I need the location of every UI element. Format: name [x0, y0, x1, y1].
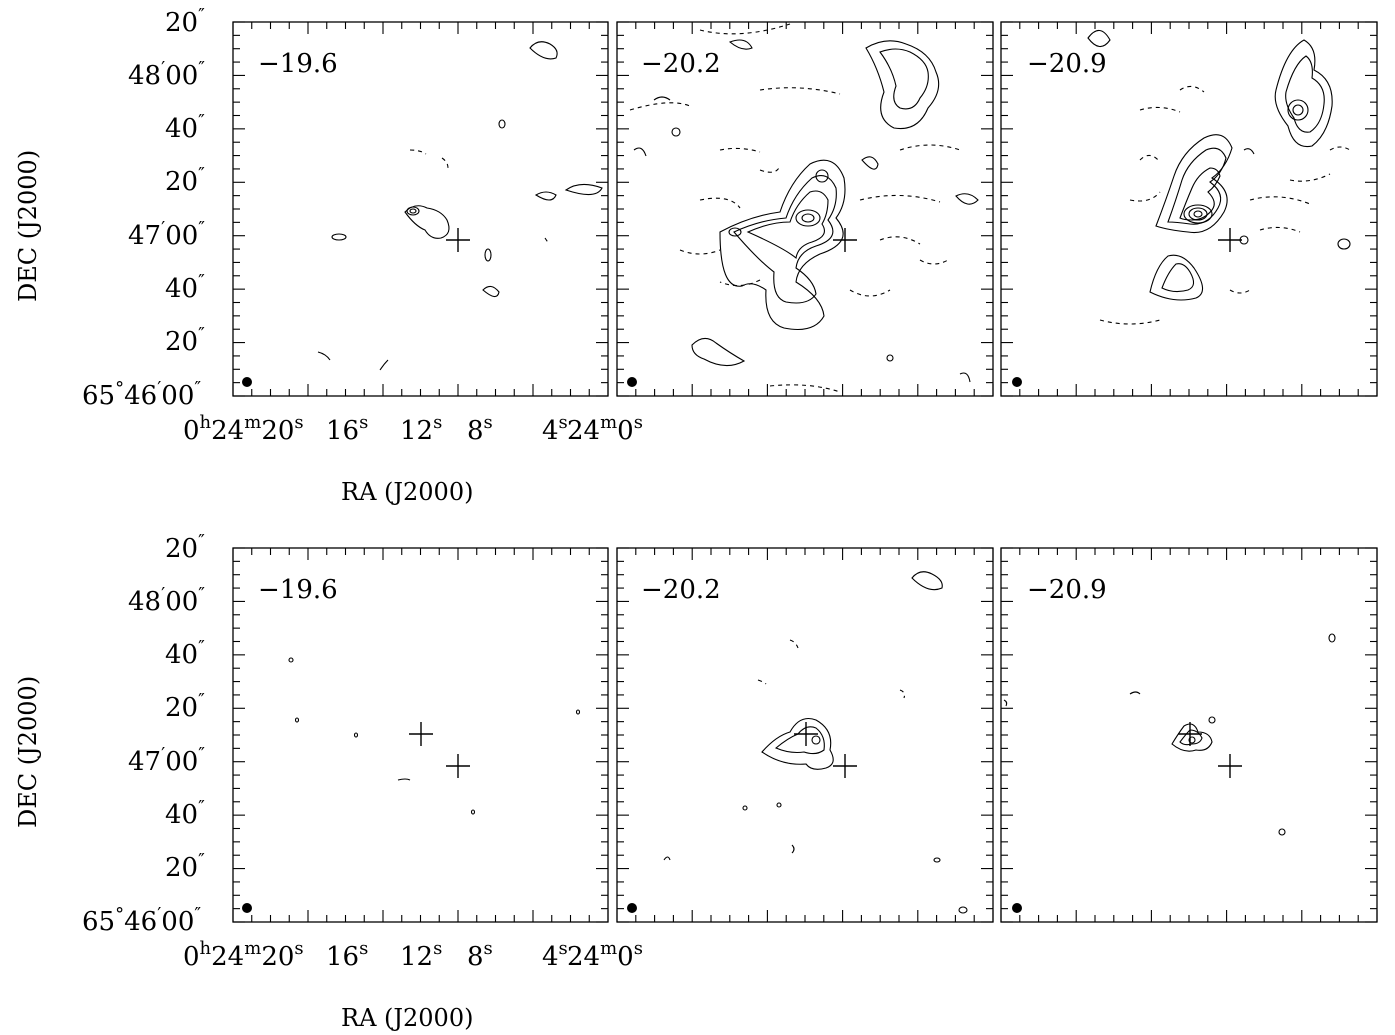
beam-bottom-1	[242, 903, 252, 913]
x-tick-label-top-0h24m20s: 0h24m20s	[183, 412, 304, 446]
beam-bottom-2	[627, 903, 637, 913]
top-row: −19.6 −20.2 −20.9	[14, 5, 1378, 506]
x-tick-label-bottom-24m0s: 24m0s	[567, 938, 643, 972]
y-axis-title-bottom: DEC (J2000)	[14, 676, 42, 828]
source-marker-bottom-1b	[446, 754, 470, 778]
source-marker-bottom-3b	[1218, 754, 1242, 778]
y-tick-label-bottom-20-upper: 20″	[165, 531, 205, 564]
x-tick-label-top-8s: 8s	[467, 412, 493, 446]
contours-bottom-2	[663, 571, 968, 914]
contours-top-2	[629, 23, 979, 393]
y-tick-label-top-20-upper: 20″	[165, 5, 205, 38]
x-tick-label-bottom-16s: 16s	[326, 938, 368, 972]
source-marker-top-1	[446, 228, 470, 252]
y-tick-label-bottom-40: 40″	[165, 637, 205, 670]
x-tick-label-top-24m0s: 24m0s	[567, 412, 643, 446]
y-axis-title-top: DEC (J2000)	[14, 150, 42, 302]
channel-label-top-3: −20.9	[1027, 49, 1107, 79]
y-tick-label-top-40: 40″	[165, 111, 205, 144]
x-tick-label-top-16s: 16s	[326, 412, 368, 446]
y-tick-label-top-40-lower: 40″	[165, 271, 205, 304]
y-tick-labels-top: 20″ 48′00″ 40″ 20″ 47′00″ 40″ 20″ 65°46′…	[82, 5, 205, 411]
x-tick-label-top-4s: 4s	[542, 412, 568, 446]
x-tick-label-bottom-12s: 12s	[400, 938, 442, 972]
x-tick-label-bottom-8s: 8s	[467, 938, 493, 972]
y-tick-label-bottom-20-mid: 20″	[165, 690, 205, 723]
x-tick-label-top-12s: 12s	[400, 412, 442, 446]
x-tick-label-bottom-4s: 4s	[542, 938, 568, 972]
y-tick-label-bottom-40-lower: 40″	[165, 797, 205, 830]
y-tick-labels-bottom: 20″ 48′00″ 40″ 20″ 47′00″ 40″ 20″ 65°46′…	[82, 531, 205, 937]
channel-label-top-1: −19.6	[258, 49, 338, 79]
axis-ticks-bottom	[232, 547, 1378, 923]
contours-top-3	[1087, 29, 1351, 325]
x-tick-labels-bottom: 0h24m20s 16s 12s 8s 4s 24m0s	[183, 938, 643, 972]
y-tick-label-top-20-mid: 20″	[165, 164, 205, 197]
x-tick-label-bottom-0h24m20s: 0h24m20s	[183, 938, 304, 972]
source-marker-top-2	[833, 228, 857, 252]
beam-bottom-3	[1012, 903, 1022, 913]
channel-label-bottom-1: −19.6	[258, 575, 338, 605]
y-tick-label-bottom-47-00: 47′00″	[128, 744, 205, 777]
contours-top-1	[317, 41, 603, 371]
contours-bottom-1	[288, 657, 581, 815]
y-tick-label-bottom-20-lower: 20″	[165, 850, 205, 883]
x-axis-title-bottom: RA (J2000)	[341, 1004, 473, 1032]
source-marker-top-3	[1218, 228, 1242, 252]
y-tick-label-top-65-46-00: 65°46′00″	[82, 378, 201, 411]
y-tick-label-top-48-00: 48′00″	[128, 58, 205, 91]
axis-ticks-top	[232, 21, 1378, 397]
channel-label-bottom-3: −20.9	[1027, 575, 1107, 605]
contours-bottom-3	[1003, 633, 1336, 836]
x-tick-labels-top: 0h24m20s 16s 12s 8s 4s 24m0s	[183, 412, 643, 446]
source-marker-bottom-1a	[409, 722, 433, 746]
channel-label-bottom-2: −20.2	[641, 575, 721, 605]
channel-label-top-2: −20.2	[641, 49, 721, 79]
y-tick-label-top-20-lower: 20″	[165, 324, 205, 357]
beam-top-2	[627, 377, 637, 387]
x-axis-title-top: RA (J2000)	[341, 478, 473, 506]
y-tick-label-bottom-48-00: 48′00″	[128, 584, 205, 617]
bottom-row: −19.6 −20.2 −20.9	[14, 531, 1378, 1032]
y-tick-label-top-47-00: 47′00″	[128, 218, 205, 251]
beam-top-1	[242, 377, 252, 387]
source-marker-bottom-2b	[833, 754, 857, 778]
beam-top-3	[1012, 377, 1022, 387]
y-tick-label-bottom-65-46-00: 65°46′00″	[82, 904, 201, 937]
